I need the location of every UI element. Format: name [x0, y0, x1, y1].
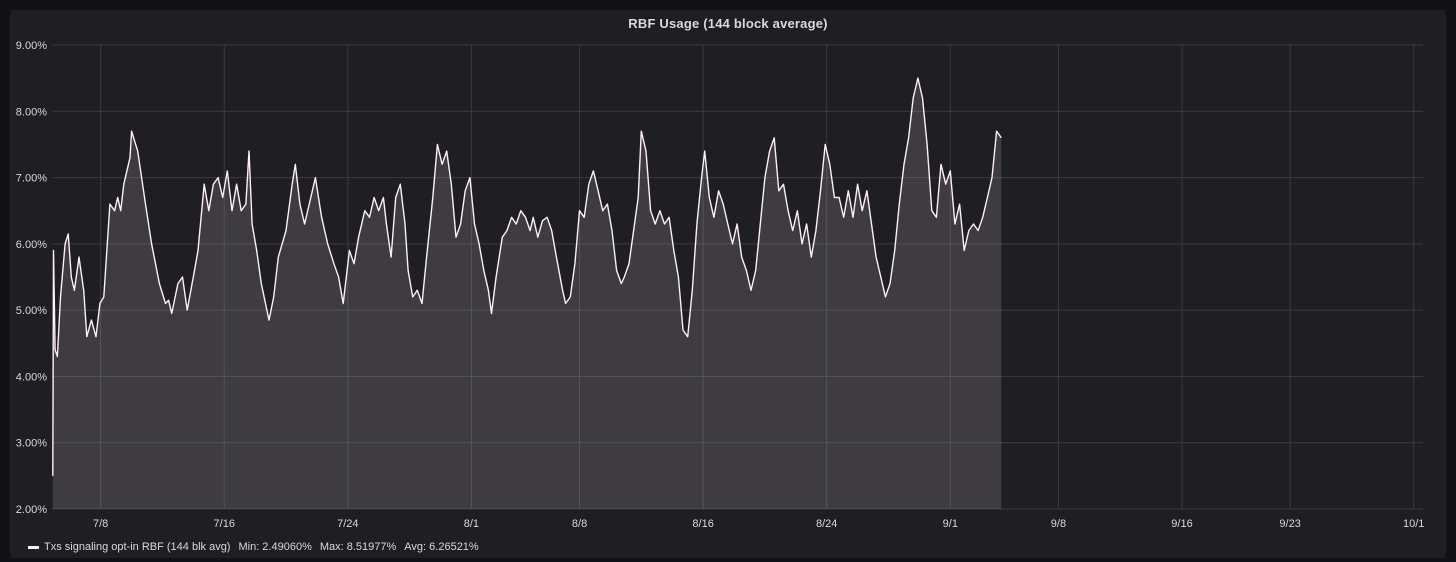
y-tick-label: 9.00%	[16, 40, 47, 52]
y-tick-label: 7.00%	[16, 173, 47, 185]
legend-swatch	[28, 545, 39, 549]
x-tick-label: 9/23	[1279, 518, 1300, 530]
y-tick-label: 2.00%	[16, 504, 47, 516]
y-tick-label: 5.00%	[16, 305, 47, 317]
x-tick-label: 10/1	[1403, 518, 1424, 530]
legend-min: Min: 2.49060%	[238, 541, 312, 553]
legend-series-name: Txs signaling opt-in RBF (144 blk avg)	[44, 541, 231, 553]
legend-avg: Avg: 6.26521%	[404, 541, 479, 553]
series-area	[52, 78, 1002, 509]
legend-max: Max: 8.51977%	[319, 541, 397, 553]
y-tick-label: 4.00%	[16, 371, 47, 383]
legend[interactable]: Txs signaling opt-in RBF (144 blk avg) M…	[28, 539, 479, 555]
chart-panel: RBF Usage (144 block average) 2.00% 3.00%…	[10, 10, 1446, 558]
x-tick-label: 8/1	[464, 518, 479, 530]
x-tick-label: 9/16	[1171, 518, 1192, 530]
x-tick-label: 9/1	[943, 518, 958, 530]
rbf-usage-chart: 2.00% 3.00% 4.00% 5.00% 6.00% 7.00% 8.00% 9.00%…	[16, 40, 1425, 530]
y-tick-label: 3.00%	[16, 438, 47, 450]
x-tick-label: 8/24	[816, 518, 837, 530]
y-tick-label: 6.00%	[16, 239, 47, 251]
x-tick-label: 8/16	[692, 518, 713, 530]
x-tick-label: 7/16	[214, 518, 235, 530]
x-tick-label: 9/8	[1051, 518, 1066, 530]
series-line	[52, 77, 1002, 476]
chart-title: RBF Usage (144 block average)	[628, 16, 828, 31]
x-tick-label: 8/8	[572, 518, 587, 530]
x-tick-label: 7/24	[337, 518, 358, 530]
y-tick-label: 8.00%	[16, 106, 47, 118]
x-tick-label: 7/8	[93, 518, 108, 530]
